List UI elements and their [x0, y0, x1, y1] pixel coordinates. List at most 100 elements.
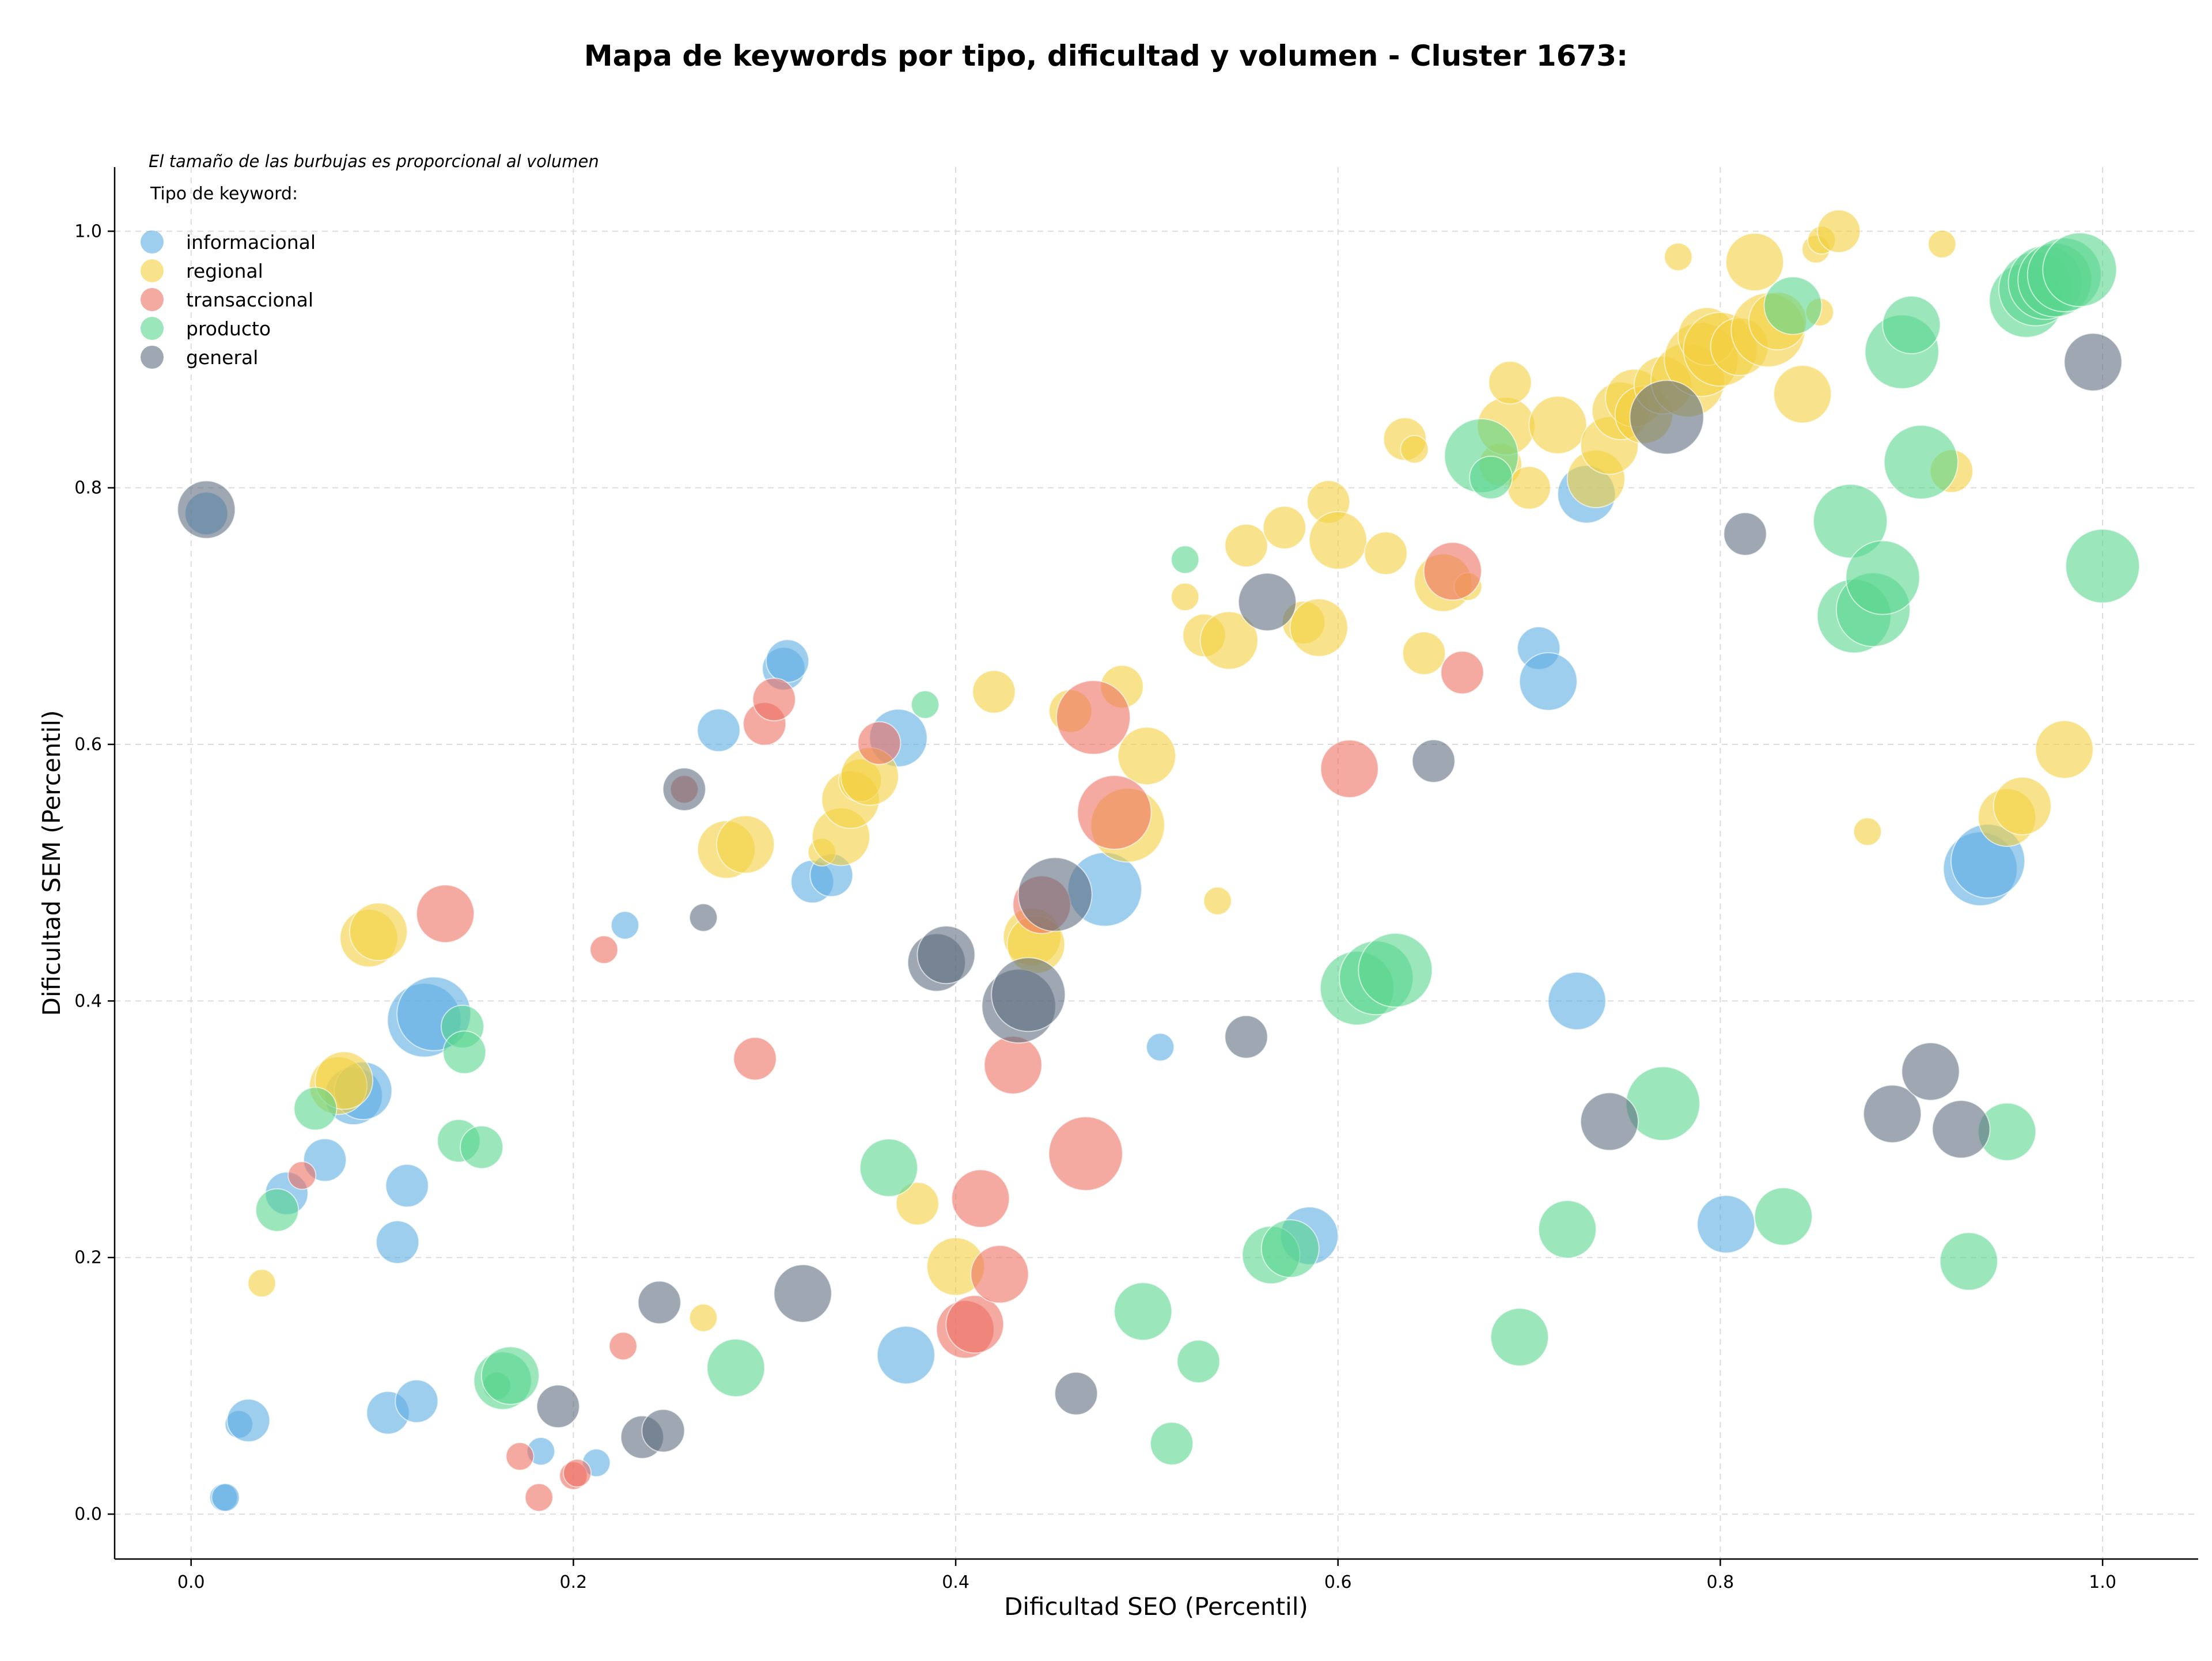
bubble-general[interactable] — [662, 767, 706, 811]
bubble-general[interactable] — [2063, 332, 2123, 392]
bubble-regional[interactable] — [1528, 395, 1588, 455]
bubble-producto[interactable] — [2065, 528, 2141, 604]
bubble-regional[interactable] — [716, 815, 775, 874]
bubble-transaccional[interactable] — [1048, 1116, 1123, 1191]
bubble-informacional[interactable] — [1547, 971, 1607, 1031]
bubble-general[interactable] — [536, 1384, 580, 1429]
bubble-general[interactable] — [1017, 857, 1093, 932]
bubble-regional[interactable] — [1853, 817, 1882, 846]
bubble-regional[interactable] — [1400, 434, 1429, 464]
bubble-transaccional[interactable] — [505, 1441, 535, 1471]
bubble-transaccional[interactable] — [752, 678, 796, 722]
bubble-regional[interactable] — [1117, 727, 1176, 786]
bubble-informacional[interactable] — [376, 1220, 420, 1264]
bubble-producto[interactable] — [1813, 483, 1888, 559]
bubble-informacional[interactable] — [610, 910, 639, 940]
bubble-producto[interactable] — [1469, 455, 1513, 500]
bubble-transaccional[interactable] — [1077, 775, 1152, 850]
bubble-informacional[interactable] — [226, 1398, 271, 1443]
bubble-regional[interactable] — [1927, 229, 1957, 259]
bubble-general[interactable] — [991, 957, 1066, 1032]
bubble-producto[interactable] — [1882, 295, 1941, 354]
bubble-regional[interactable] — [1725, 232, 1785, 292]
bubble-producto[interactable] — [1358, 932, 1433, 1008]
bubble-transaccional[interactable] — [524, 1483, 554, 1512]
bubble-general[interactable] — [1901, 1042, 1960, 1101]
bubble-regional[interactable] — [1262, 505, 1306, 550]
legend-item-regional[interactable]: regional — [141, 259, 263, 282]
bubble-regional[interactable] — [1993, 776, 2052, 835]
bubble-informacional[interactable] — [211, 1483, 240, 1512]
bubble-general[interactable] — [916, 925, 976, 985]
bubble-producto[interactable] — [1113, 1282, 1173, 1341]
bubble-producto[interactable] — [910, 690, 940, 719]
bubble-transaccional[interactable] — [287, 1161, 317, 1190]
bubble-transaccional[interactable] — [733, 1036, 777, 1081]
bubble-informacional[interactable] — [696, 708, 741, 752]
bubble-regional[interactable] — [689, 1303, 718, 1333]
bubble-informacional[interactable] — [385, 1164, 429, 1208]
bubble-producto[interactable] — [1537, 1200, 1597, 1259]
bubble-transaccional[interactable] — [945, 1295, 1005, 1354]
bubble-regional[interactable] — [247, 1269, 276, 1298]
bubble-producto[interactable] — [1845, 540, 1921, 615]
bubble-producto[interactable] — [1260, 1219, 1320, 1278]
bubble-informacional[interactable] — [876, 1325, 935, 1384]
bubble-regional[interactable] — [2035, 720, 2094, 779]
bubble-general[interactable] — [1411, 739, 1456, 783]
bubble-producto[interactable] — [1753, 1187, 1813, 1246]
bubble-general[interactable] — [1723, 512, 1767, 556]
bubble-producto[interactable] — [460, 1125, 504, 1170]
bubble-transaccional[interactable] — [563, 1458, 592, 1488]
legend-item-general[interactable]: general — [141, 346, 258, 369]
bubble-regional[interactable] — [1817, 209, 1861, 253]
bubble-informacional[interactable] — [1146, 1032, 1175, 1062]
bubble-transaccional[interactable] — [970, 1244, 1029, 1304]
bubble-transaccional[interactable] — [1440, 650, 1484, 695]
bubble-general[interactable] — [1224, 1015, 1268, 1059]
bubble-regional[interactable] — [1203, 886, 1232, 915]
bubble-transaccional[interactable] — [1055, 680, 1131, 755]
bubble-regional[interactable] — [1308, 510, 1368, 570]
bubble-regional[interactable] — [1199, 611, 1259, 670]
bubble-general[interactable] — [1054, 1371, 1099, 1416]
bubble-transaccional[interactable] — [983, 1035, 1043, 1095]
bubble-transaccional[interactable] — [857, 721, 902, 765]
bubble-general[interactable] — [773, 1264, 832, 1323]
bubble-regional[interactable] — [895, 1182, 940, 1226]
bubble-transaccional[interactable] — [608, 1331, 638, 1361]
bubble-regional[interactable] — [1363, 531, 1408, 576]
legend-item-producto[interactable]: producto — [141, 317, 271, 340]
bubble-producto[interactable] — [1763, 276, 1823, 335]
bubble-producto[interactable] — [1150, 1421, 1194, 1466]
bubble-informacional[interactable] — [1518, 652, 1578, 711]
bubble-regional[interactable] — [1289, 598, 1349, 657]
bubble-general[interactable] — [1629, 380, 1705, 455]
bubble-general[interactable] — [1237, 572, 1297, 631]
bubble-regional[interactable] — [1171, 582, 1200, 611]
bubble-general[interactable] — [637, 1280, 681, 1325]
bubble-transaccional[interactable] — [1423, 542, 1482, 601]
bubble-informacional[interactable] — [1696, 1194, 1756, 1254]
bubble-producto[interactable] — [1171, 545, 1200, 574]
bubble-transaccional[interactable] — [416, 884, 475, 943]
bubble-regional[interactable] — [972, 669, 1016, 714]
bubble-general[interactable] — [177, 480, 236, 539]
bubble-producto[interactable] — [480, 1346, 540, 1405]
bubble-producto[interactable] — [859, 1138, 918, 1197]
bubble-producto[interactable] — [293, 1087, 338, 1131]
bubble-producto[interactable] — [255, 1188, 300, 1232]
bubble-transaccional[interactable] — [951, 1169, 1010, 1228]
bubble-producto[interactable] — [1490, 1307, 1549, 1367]
bubble-general[interactable] — [689, 903, 718, 932]
bubble-general[interactable] — [1931, 1100, 1991, 1159]
bubble-informacional[interactable] — [766, 639, 810, 683]
bubble-informacional[interactable] — [395, 1379, 439, 1424]
bubble-regional[interactable] — [1224, 523, 1268, 567]
legend-item-transaccional[interactable]: transaccional — [141, 288, 313, 311]
bubble-producto[interactable] — [1939, 1232, 1998, 1291]
bubble-producto[interactable] — [1883, 425, 1959, 500]
bubble-regional[interactable] — [1488, 361, 1532, 405]
bubble-regional[interactable] — [1773, 365, 1832, 424]
bubble-general[interactable] — [1580, 1092, 1639, 1151]
